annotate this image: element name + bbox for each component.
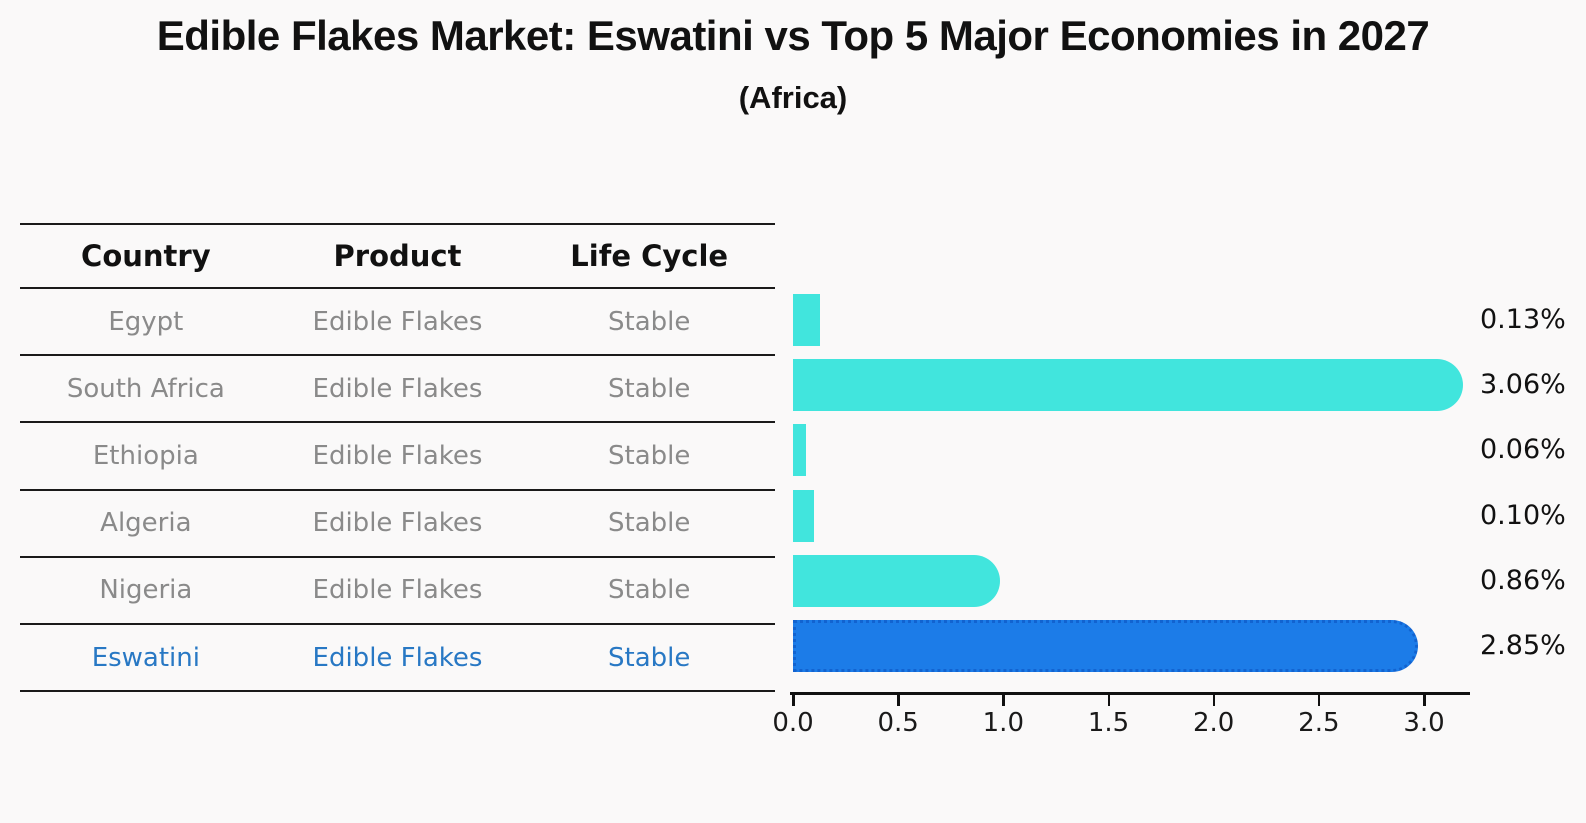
x-tick-mark xyxy=(1107,695,1110,706)
lifecycle-cell: Stable xyxy=(608,575,691,606)
country-cell: Nigeria xyxy=(99,575,193,606)
x-tick-label: 2.5 xyxy=(1298,708,1340,738)
x-tick-mark xyxy=(1002,695,1005,706)
x-tick-label: 1.5 xyxy=(1087,708,1130,738)
x-tick-label: 0.5 xyxy=(877,708,919,738)
table-row: Ethiopia Edible Flakes Stable xyxy=(20,423,775,491)
x-tick-label: 0.0 xyxy=(772,708,814,738)
table-row: South Africa Edible Flakes Stable xyxy=(20,356,775,424)
table-header-row: Country Product Life Cycle xyxy=(20,225,775,289)
bar xyxy=(793,424,806,477)
x-tick-mark xyxy=(792,695,795,706)
product-cell: Edible Flakes xyxy=(312,508,483,539)
product-cell: Edible Flakes xyxy=(312,575,483,606)
lifecycle-cell: Stable xyxy=(608,373,691,404)
x-axis-line xyxy=(790,692,1470,695)
x-tick-mark xyxy=(897,695,900,706)
bar-value-label: 0.13% xyxy=(1480,304,1566,335)
country-cell: Algeria xyxy=(100,508,192,539)
x-tick-mark xyxy=(1423,695,1426,706)
x-tick-label: 1.0 xyxy=(982,708,1024,738)
lifecycle-header: Life Cycle xyxy=(570,239,729,273)
lifecycle-cell: Stable xyxy=(608,508,691,539)
country-cell: Egypt xyxy=(108,306,184,337)
x-tick-label: 3.0 xyxy=(1403,708,1445,738)
product-cell: Edible Flakes xyxy=(312,373,483,404)
bar-value-label: 0.86% xyxy=(1480,564,1566,596)
table-row: Egypt Edible Flakes Stable xyxy=(20,289,775,357)
bar-value-label: 0.10% xyxy=(1480,499,1566,531)
lifecycle-cell: Stable xyxy=(608,306,691,337)
country-cell: South Africa xyxy=(66,373,225,404)
bar-value-label: 0.06% xyxy=(1480,434,1566,466)
table-row: Algeria Edible Flakes Stable xyxy=(20,491,775,558)
table-row: Nigeria Edible Flakes Stable xyxy=(20,558,775,625)
page-title: Edible Flakes Market: Eswatini vs Top 5 … xyxy=(156,12,1430,59)
comparison-table: Country Product Life Cycle Egypt Edible … xyxy=(20,223,775,693)
bar-value-label: 3.06% xyxy=(1480,369,1566,401)
lifecycle-cell: Stable xyxy=(608,440,691,471)
bar xyxy=(793,489,815,542)
bar xyxy=(793,359,1463,412)
bar-highlighted xyxy=(793,620,1419,672)
country-cell: Ethiopia xyxy=(92,440,199,471)
lifecycle-cell: Stable xyxy=(608,642,691,673)
country-header: Country xyxy=(81,239,211,273)
x-tick-label: 2.0 xyxy=(1192,708,1235,738)
bar xyxy=(793,554,1000,607)
product-header: Product xyxy=(333,239,462,273)
product-cell: Edible Flakes xyxy=(312,642,483,673)
bar-value-label: 2.85% xyxy=(1480,630,1566,661)
country-cell: Eswatini xyxy=(91,642,200,673)
product-cell: Edible Flakes xyxy=(312,306,483,337)
product-cell: Edible Flakes xyxy=(312,440,483,471)
table-row-highlighted: Eswatini Edible Flakes Stable xyxy=(20,625,775,693)
page-subtitle: (Africa) xyxy=(738,80,848,115)
x-tick-mark xyxy=(1317,695,1321,706)
bar xyxy=(793,294,821,346)
x-tick-mark xyxy=(1212,695,1216,706)
